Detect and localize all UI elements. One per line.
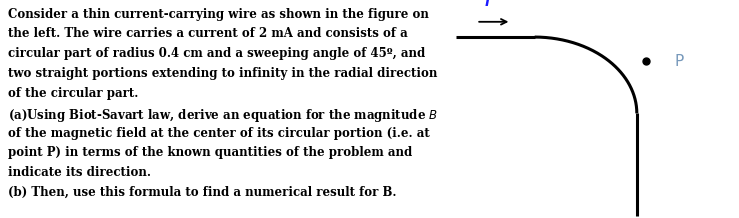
Text: i: i bbox=[485, 0, 490, 9]
Text: P: P bbox=[675, 54, 684, 68]
Text: (a)Using Biot-Savart law, derive an equation for the magnitude $\mathit{B}$: (a)Using Biot-Savart law, derive an equa… bbox=[8, 107, 438, 124]
Text: of the circular part.: of the circular part. bbox=[8, 87, 138, 100]
Text: indicate its direction.: indicate its direction. bbox=[8, 166, 151, 179]
Text: (b) Then, use this formula to find a numerical result for B.: (b) Then, use this formula to find a num… bbox=[8, 186, 397, 199]
Text: two straight portions extending to infinity in the radial direction: two straight portions extending to infin… bbox=[8, 67, 437, 80]
Text: Consider a thin current-carrying wire as shown in the figure on: Consider a thin current-carrying wire as… bbox=[8, 8, 429, 21]
Text: the left. The wire carries a current of 2 mA and consists of a: the left. The wire carries a current of … bbox=[8, 27, 408, 41]
Text: point P) in terms of the known quantities of the problem and: point P) in terms of the known quantitie… bbox=[8, 146, 412, 160]
Text: of the magnetic field at the center of its circular portion (i.e. at: of the magnetic field at the center of i… bbox=[8, 127, 430, 140]
Text: circular part of radius 0.4 cm and a sweeping angle of 45º, and: circular part of radius 0.4 cm and a swe… bbox=[8, 47, 426, 60]
